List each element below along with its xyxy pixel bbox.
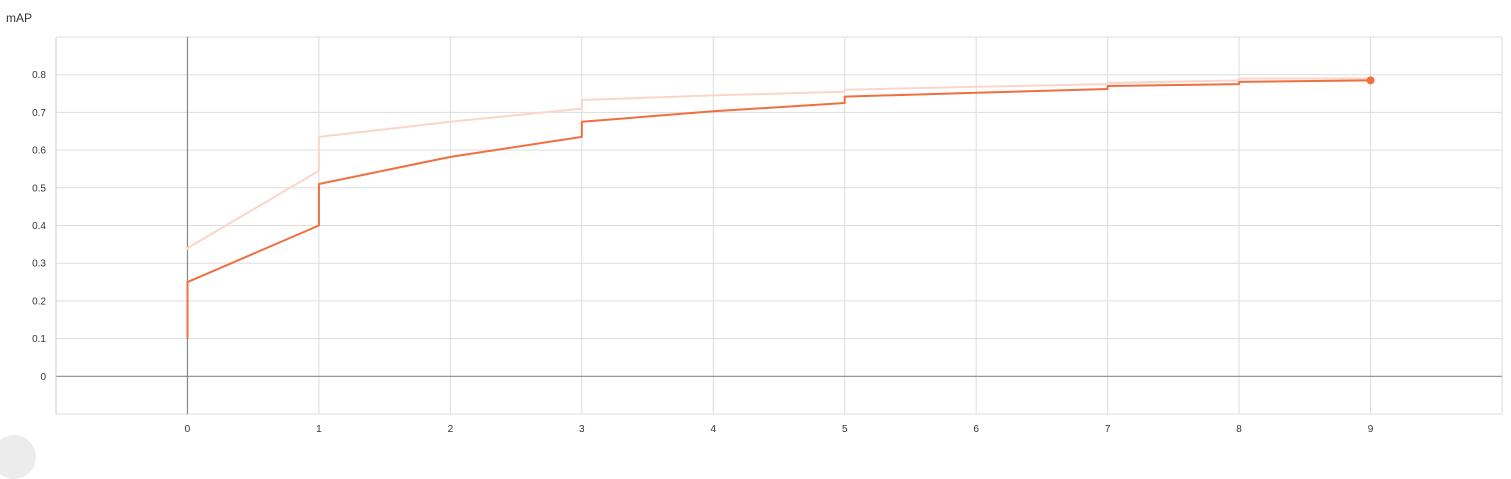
tick-labels: 0 0.1 0.2 0.3 0.4 0.5 0.6 0.7 0.8 0 1 2 3 4 5 6 7 8 9 — [32, 70, 1374, 435]
axes — [55, 37, 1502, 414]
x-tick-label: 7 — [1105, 424, 1111, 435]
x-tick-label: 9 — [1368, 424, 1374, 435]
x-tick-label: 2 — [448, 424, 454, 435]
y-tick-label: 0.4 — [32, 221, 46, 232]
y-tick-label: 0.2 — [32, 296, 46, 307]
y-tick-label: 0.1 — [32, 334, 46, 345]
x-tick-label: 4 — [710, 424, 716, 435]
map-line-chart: 0 0.1 0.2 0.3 0.4 0.5 0.6 0.7 0.8 0 1 2 3 4 5 6 7 8 9 — [32, 36, 1503, 435]
x-tick-label: 8 — [1236, 424, 1242, 435]
y-tick-label: 0.5 — [32, 183, 46, 194]
y-tick-label: 0.7 — [32, 108, 46, 119]
raw-series-line — [186, 77, 1371, 250]
y-tick-label: 0.8 — [32, 70, 46, 81]
x-tick-label: 6 — [973, 424, 979, 435]
x-tick-label: 5 — [842, 424, 848, 435]
y-tick-label: 0.3 — [32, 259, 46, 270]
x-tick-label: 3 — [579, 424, 585, 435]
y-tick-label: 0 — [40, 372, 46, 383]
x-tick-label: 1 — [316, 424, 322, 435]
chart-title: mAP — [6, 11, 33, 25]
smoothed-end-marker — [1366, 76, 1375, 85]
series-lines — [186, 76, 1375, 339]
scroll-corner-icon — [0, 435, 36, 479]
smoothed-series-line — [186, 79, 1371, 339]
x-tick-label: 0 — [185, 424, 191, 435]
y-tick-label: 0.6 — [32, 146, 46, 157]
